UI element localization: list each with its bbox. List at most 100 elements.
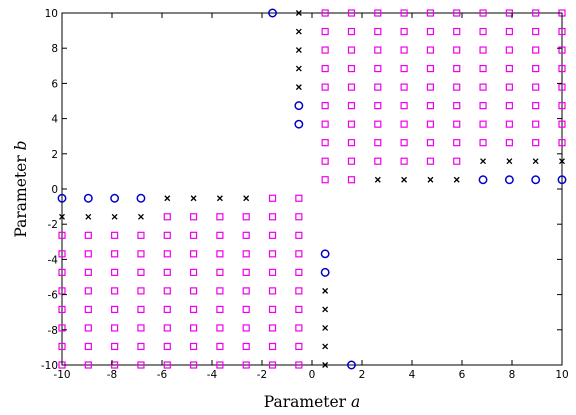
square-marker bbox=[400, 64, 408, 73]
y-axis-ticks: -10 -8 -6 -4 -2 0 2 4 6 8 10 bbox=[41, 8, 562, 372]
square-marker bbox=[558, 139, 566, 147]
x-tick-label: 4 bbox=[409, 369, 416, 381]
square-marker bbox=[58, 231, 66, 239]
square-marker bbox=[347, 64, 356, 73]
square-marker bbox=[242, 324, 250, 332]
circle-marker bbox=[83, 193, 93, 203]
square-marker bbox=[347, 157, 356, 165]
square-marker bbox=[426, 139, 435, 147]
x-tick-label: 2 bbox=[359, 369, 366, 381]
square-marker bbox=[321, 27, 329, 36]
square-marker bbox=[295, 324, 303, 332]
square-marker bbox=[163, 287, 171, 295]
square-marker bbox=[295, 287, 303, 295]
square-marker bbox=[84, 268, 92, 276]
square-marker bbox=[58, 268, 66, 276]
square-marker bbox=[242, 231, 250, 239]
square-marker bbox=[347, 102, 356, 110]
square-marker bbox=[189, 231, 198, 239]
square-marker bbox=[479, 64, 487, 73]
cross-marker bbox=[243, 195, 250, 202]
cross-marker bbox=[59, 213, 65, 220]
plot-area bbox=[61, 12, 563, 366]
square-marker bbox=[84, 361, 92, 369]
square-marker bbox=[426, 46, 435, 54]
square-marker bbox=[321, 83, 329, 91]
y-tick-label: -2 bbox=[48, 219, 58, 231]
square-marker bbox=[163, 342, 171, 351]
square-marker bbox=[84, 250, 92, 258]
circle-marker bbox=[268, 8, 277, 18]
cross-marker bbox=[453, 176, 460, 183]
square-marker bbox=[532, 64, 540, 73]
square-marker bbox=[216, 305, 224, 314]
square-marker bbox=[268, 250, 277, 258]
circle-marker bbox=[557, 175, 567, 185]
square-marker bbox=[479, 9, 487, 17]
y-tick-label: 2 bbox=[51, 149, 58, 161]
square-marker bbox=[505, 83, 513, 91]
square-marker bbox=[453, 83, 461, 91]
square-marker bbox=[558, 120, 566, 128]
square-marker bbox=[558, 46, 566, 54]
circle-marker bbox=[347, 360, 356, 370]
cross-marker bbox=[322, 306, 329, 313]
square-marker bbox=[400, 9, 408, 17]
square-marker bbox=[400, 102, 408, 110]
square-marker bbox=[111, 287, 119, 295]
square-marker bbox=[189, 250, 198, 258]
x-tick-label: 6 bbox=[459, 369, 466, 381]
square-marker bbox=[532, 83, 540, 91]
square-marker bbox=[374, 157, 382, 165]
cross-marker bbox=[322, 343, 329, 350]
square-marker bbox=[216, 231, 224, 239]
square-marker bbox=[189, 268, 198, 276]
square-marker bbox=[453, 157, 461, 165]
square-marker bbox=[163, 250, 171, 258]
square-marker bbox=[111, 324, 119, 332]
square-marker bbox=[268, 287, 277, 295]
square-marker bbox=[453, 102, 461, 110]
square-marker bbox=[84, 342, 92, 351]
square-marker bbox=[163, 213, 171, 221]
square-marker bbox=[58, 324, 66, 332]
cross-marker bbox=[111, 213, 118, 220]
cross-marker bbox=[506, 158, 513, 165]
square-marker bbox=[216, 342, 224, 351]
square-marker bbox=[479, 83, 487, 91]
square-marker bbox=[374, 46, 382, 54]
square-marker bbox=[400, 46, 408, 54]
cross-marker bbox=[322, 324, 329, 331]
square-marker bbox=[268, 213, 277, 221]
square-marker bbox=[374, 27, 382, 36]
cross-marker bbox=[532, 158, 539, 165]
square-marker bbox=[268, 324, 277, 332]
circle-marker bbox=[320, 249, 330, 259]
square-marker bbox=[111, 342, 119, 351]
circle-marker bbox=[294, 101, 304, 111]
square-marker bbox=[189, 324, 198, 332]
square-marker bbox=[426, 27, 435, 36]
x-tick-label: 8 bbox=[509, 369, 516, 381]
square-marker bbox=[374, 83, 382, 91]
circle-marker bbox=[294, 119, 304, 129]
square-marker bbox=[453, 46, 461, 54]
square-marker bbox=[137, 250, 145, 258]
square-marker bbox=[453, 27, 461, 36]
x-tick-label: -10 bbox=[53, 369, 70, 381]
square-marker bbox=[242, 250, 250, 258]
square-marker bbox=[242, 268, 250, 276]
cross-marker bbox=[295, 10, 302, 16]
square-marker bbox=[295, 194, 303, 202]
x-tick-label: -2 bbox=[257, 369, 267, 381]
square-marker bbox=[242, 305, 250, 314]
square-marker bbox=[532, 120, 540, 128]
square-marker bbox=[321, 139, 329, 147]
cross-marker bbox=[374, 176, 381, 183]
square-marker bbox=[111, 305, 119, 314]
x-tick-label: -4 bbox=[207, 369, 218, 381]
square-marker bbox=[242, 361, 250, 369]
data-points bbox=[57, 8, 567, 370]
square-marker bbox=[295, 213, 303, 221]
square-marker bbox=[426, 64, 435, 73]
